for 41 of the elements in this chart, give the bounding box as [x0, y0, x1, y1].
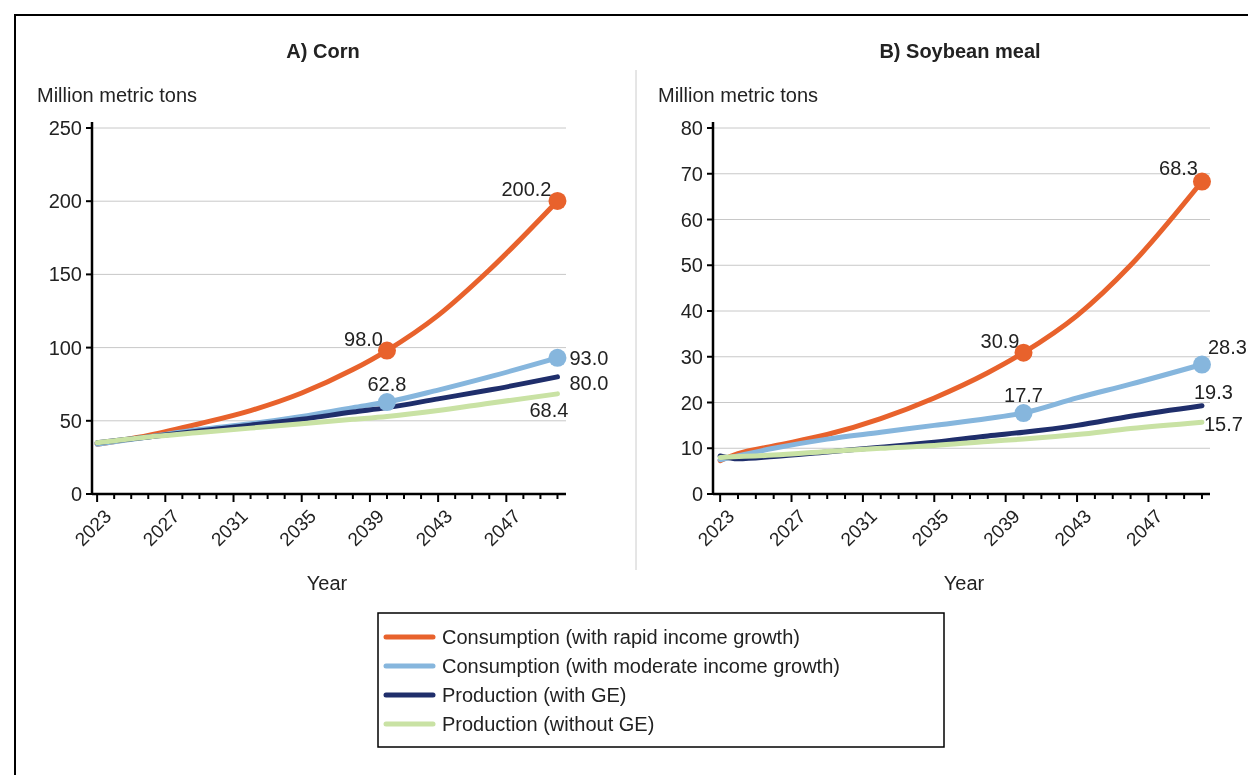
- x-axis-title: Year: [943, 572, 985, 594]
- point: [1014, 404, 1033, 423]
- y-tick-label: 80: [680, 117, 703, 139]
- y-tick-label: 200: [48, 190, 82, 213]
- y-tick-label: 70: [680, 162, 703, 185]
- y-tick-label: 0: [691, 483, 703, 505]
- y-tick-label: 50: [59, 409, 82, 432]
- y-tick-label: 250: [48, 117, 82, 139]
- data-label: 98.0: [344, 327, 383, 350]
- y-tick-label: 10: [680, 437, 703, 460]
- y-tick-label: 100: [48, 336, 82, 359]
- data-label: 93.0: [569, 346, 609, 369]
- x-axis-title: Year: [306, 572, 348, 594]
- data-label: 30.9: [980, 329, 1020, 352]
- point: [377, 393, 396, 412]
- data-label: 19.3: [1193, 380, 1233, 403]
- data-label: 68.3: [1159, 156, 1198, 179]
- y-tick-label: 150: [48, 263, 82, 286]
- legend-label: Consumption (with moderate income growth): [442, 655, 840, 677]
- data-label: 68.4: [529, 398, 569, 421]
- y-tick-label: 20: [680, 391, 703, 414]
- chart-title: B) Soybean meal: [879, 40, 1041, 62]
- data-label: 17.7: [1004, 384, 1043, 407]
- y-tick-label: 0: [70, 483, 82, 505]
- y-tick-label: 30: [680, 345, 703, 368]
- point: [1192, 355, 1211, 374]
- chart-title: A) Corn: [286, 40, 360, 62]
- data-label: 15.7: [1203, 413, 1243, 436]
- y-tick-label: 60: [680, 208, 703, 231]
- legend-label: Production (with GE): [442, 684, 627, 706]
- data-label: 28.3: [1207, 335, 1247, 358]
- data-label: 62.8: [367, 373, 407, 396]
- y-axis-title: Million metric tons: [658, 84, 819, 106]
- y-tick-label: 40: [680, 300, 703, 322]
- legend-label: Production (without GE): [442, 713, 655, 735]
- data-label: 200.2: [501, 177, 552, 200]
- y-axis-title: Million metric tons: [37, 84, 198, 106]
- data-label: 80.0: [569, 371, 609, 394]
- point: [548, 348, 567, 367]
- legend-label: Consumption (with rapid income growth): [442, 626, 800, 648]
- y-tick-label: 50: [680, 254, 703, 277]
